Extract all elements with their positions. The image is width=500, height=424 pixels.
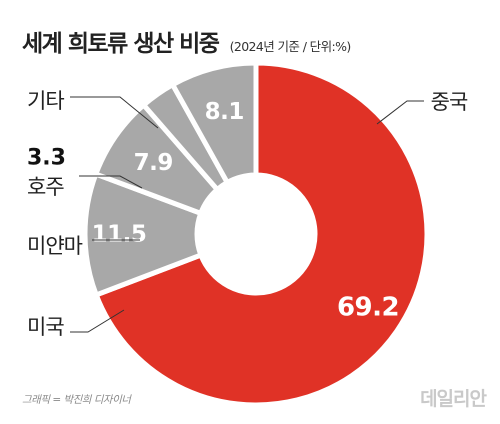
leader-line-중국 [376,100,424,125]
leader-line-호주 [79,175,143,189]
chart-subtitle: (2024년 기준 / 단위:%) [229,39,352,54]
value-label-호주: 3.3 [27,146,66,171]
publisher-logo: 데일리안 [420,388,487,410]
chart-title: 세계 희토류 생산 비중 [22,31,220,57]
category-label-호주: 호주 [27,175,64,199]
category-label-미국: 미국 [27,315,64,339]
slice-기타 [169,60,259,186]
category-label-기타: 기타 [27,89,64,113]
category-label-미얀마: 미얀마 [27,234,83,258]
graphic-credit: 그래픽 = 박진희 디자이너 [22,394,131,406]
leader-line-미국 [70,309,125,333]
category-label-중국: 중국 [431,90,468,114]
slice-중국 [92,60,430,408]
leader-line-기타 [70,96,159,129]
title-row: 세계 희토류 생산 비중 (2024년 기준 / 단위:%) [22,24,351,58]
value-label-미얀마: 7.9 [134,150,173,176]
value-label-기타: 8.1 [205,99,244,125]
value-label-중국: 69.2 [337,293,399,323]
value-label-미국: 11.5 [92,221,147,247]
